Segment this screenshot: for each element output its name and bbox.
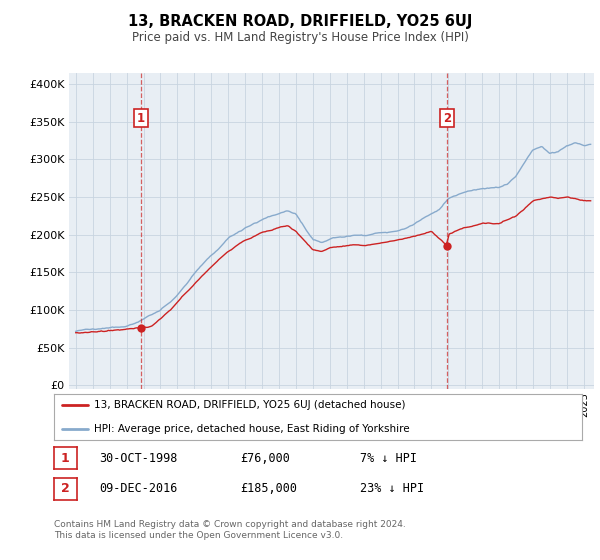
Text: 1: 1 (137, 111, 145, 124)
Text: Contains HM Land Registry data © Crown copyright and database right 2024.
This d: Contains HM Land Registry data © Crown c… (54, 520, 406, 540)
Text: 13, BRACKEN ROAD, DRIFFIELD, YO25 6UJ: 13, BRACKEN ROAD, DRIFFIELD, YO25 6UJ (128, 14, 472, 29)
Text: 13, BRACKEN ROAD, DRIFFIELD, YO25 6UJ (detached house): 13, BRACKEN ROAD, DRIFFIELD, YO25 6UJ (d… (94, 400, 405, 410)
Text: 23% ↓ HPI: 23% ↓ HPI (360, 482, 424, 496)
Text: 2: 2 (61, 482, 70, 496)
Text: 2: 2 (443, 111, 451, 124)
Text: 30-OCT-1998: 30-OCT-1998 (99, 451, 178, 465)
Text: 1: 1 (61, 451, 70, 465)
Text: £76,000: £76,000 (240, 451, 290, 465)
Text: 7% ↓ HPI: 7% ↓ HPI (360, 451, 417, 465)
Text: £185,000: £185,000 (240, 482, 297, 496)
Text: Price paid vs. HM Land Registry's House Price Index (HPI): Price paid vs. HM Land Registry's House … (131, 31, 469, 44)
Text: 09-DEC-2016: 09-DEC-2016 (99, 482, 178, 496)
Text: HPI: Average price, detached house, East Riding of Yorkshire: HPI: Average price, detached house, East… (94, 424, 409, 435)
